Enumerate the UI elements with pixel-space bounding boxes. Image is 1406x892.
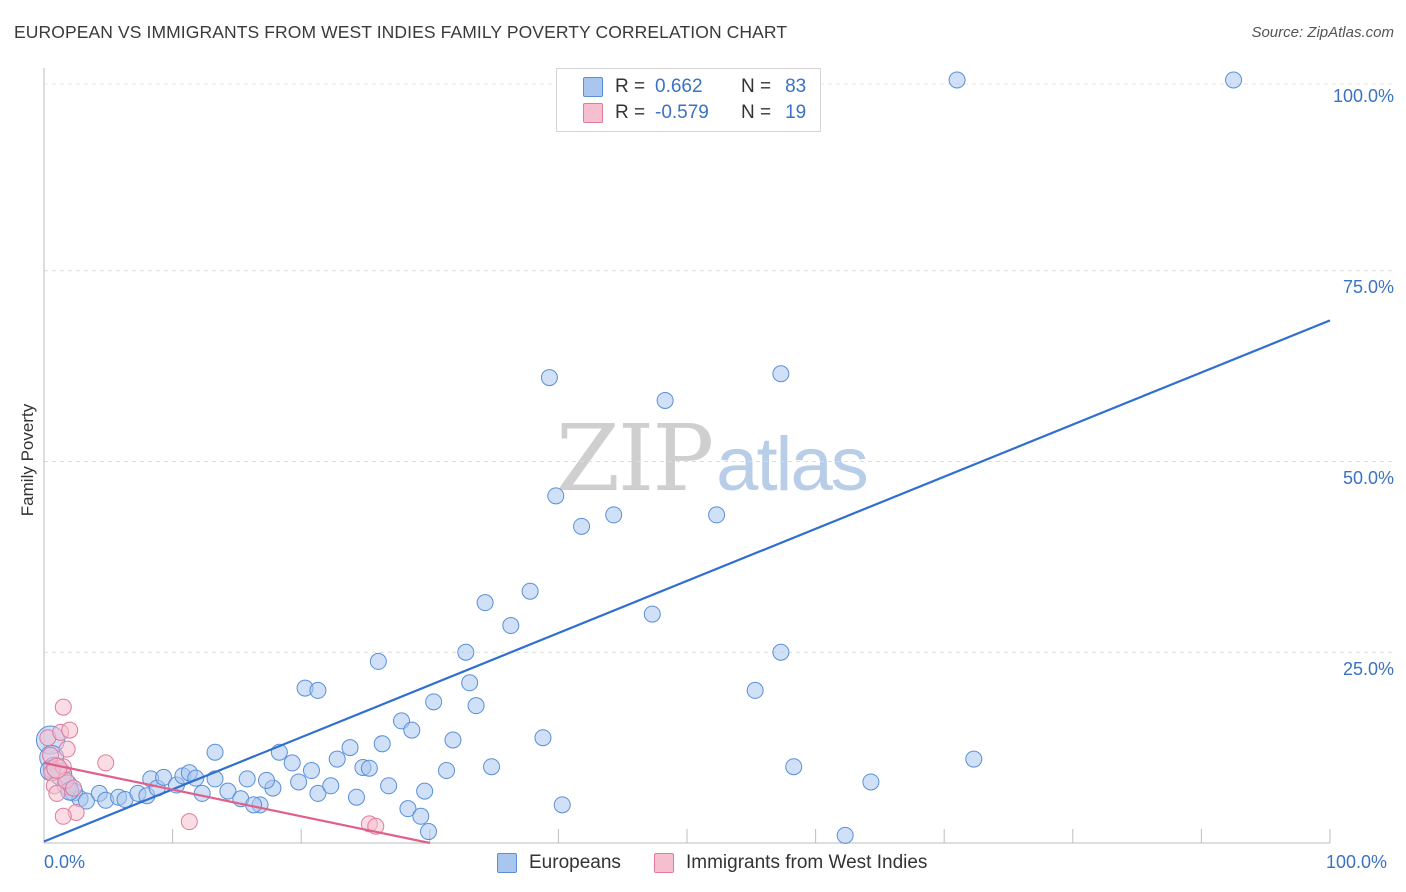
- europeans-point: [347, 788, 365, 806]
- west-indies-point: [97, 754, 115, 772]
- europeans-point: [836, 826, 854, 844]
- europeans-swatch: [583, 77, 603, 97]
- west-indies-trend-line: [43, 761, 431, 845]
- n-value: 83: [785, 76, 807, 97]
- europeans-point: [502, 617, 520, 635]
- europeans-point: [309, 681, 327, 699]
- chart-title: EUROPEAN VS IMMIGRANTS FROM WEST INDIES …: [14, 22, 788, 42]
- legend-item-west-indies[interactable]: Immigrants from West Indies: [654, 852, 927, 874]
- europeans-point: [534, 729, 552, 747]
- watermark: ZIPatlas: [556, 405, 869, 512]
- europeans-point: [540, 369, 558, 387]
- r-label: R =: [615, 102, 646, 123]
- europeans-point: [605, 506, 623, 524]
- europeans-point: [399, 800, 417, 818]
- europeans-point: [238, 770, 256, 788]
- europeans-point: [420, 823, 438, 841]
- west-indies-point: [54, 807, 72, 825]
- west-indies-point: [65, 779, 83, 797]
- europeans-point: [283, 754, 301, 772]
- europeans-point: [965, 750, 983, 768]
- europeans-point: [219, 782, 237, 800]
- europeans-point: [416, 782, 434, 800]
- europeans-point: [772, 365, 790, 383]
- europeans-point: [708, 506, 726, 524]
- europeans-point: [656, 391, 674, 409]
- y-tick-50: 50.0%: [1342, 468, 1394, 488]
- europeans-point: [328, 750, 346, 768]
- europeans-point: [309, 784, 327, 802]
- y-tick-100: 100.0%: [1332, 86, 1394, 106]
- europeans-point: [257, 771, 275, 789]
- europeans-point: [862, 773, 880, 791]
- west-indies-point: [48, 784, 66, 802]
- europeans-point: [403, 721, 421, 739]
- west-indies-point: [58, 740, 76, 758]
- y-tick-75: 75.0%: [1342, 277, 1394, 297]
- europeans-point: [77, 792, 95, 810]
- europeans-point: [467, 697, 485, 715]
- europeans-point: [746, 681, 764, 699]
- x-tick-100: 100.0%: [1326, 852, 1388, 872]
- y-axis-label: Family Poverty: [18, 403, 37, 517]
- r-value: 0.662: [655, 76, 703, 97]
- europeans-point: [206, 743, 224, 761]
- stats-legend: R = 0.662 N = 83 R = -0.579 N = 19: [556, 68, 821, 132]
- europeans-point: [643, 605, 661, 623]
- europeans-point: [193, 784, 211, 802]
- europeans-point: [425, 693, 443, 711]
- europeans-point: [380, 777, 398, 795]
- west-indies-legend-swatch: [654, 853, 674, 873]
- europeans-point: [290, 773, 308, 791]
- west-indies-legend-label: Immigrants from West Indies: [686, 852, 928, 873]
- europeans-point: [573, 517, 591, 535]
- r-label: R =: [615, 76, 646, 97]
- europeans-point: [373, 735, 391, 753]
- europeans-point: [412, 807, 430, 825]
- europeans-point: [476, 594, 494, 612]
- europeans-point: [553, 796, 571, 814]
- europeans-point: [772, 643, 790, 661]
- europeans-point: [483, 758, 501, 776]
- n-value: 19: [785, 102, 807, 123]
- europeans-point: [444, 731, 462, 749]
- europeans-point: [155, 768, 173, 786]
- europeans-point: [360, 759, 378, 777]
- n-label: N =: [741, 102, 772, 123]
- r-value: -0.579: [655, 102, 709, 123]
- legend-row-europeans: R = 0.662 N = 83: [583, 75, 806, 99]
- europeans-point: [521, 582, 539, 600]
- watermark-zip: ZIP: [556, 405, 714, 512]
- europeans-point: [785, 758, 803, 776]
- west-indies-swatch: [583, 103, 603, 123]
- west-indies-point: [61, 721, 79, 739]
- europeans-point: [369, 652, 387, 670]
- x-tick-0: 0.0%: [44, 852, 86, 872]
- europeans-legend-label: Europeans: [529, 852, 621, 873]
- source-credit: Source: ZipAtlas.com: [1251, 24, 1394, 41]
- west-indies-point: [46, 757, 68, 779]
- europeans-point: [547, 487, 565, 505]
- europeans-point: [1225, 71, 1243, 89]
- y-tick-25: 25.0%: [1342, 659, 1394, 679]
- n-label: N =: [741, 76, 772, 97]
- europeans-trend-line: [43, 319, 1331, 843]
- europeans-point: [322, 777, 340, 795]
- europeans-point: [341, 739, 359, 757]
- europeans-legend-swatch: [497, 853, 517, 873]
- europeans-point: [948, 71, 966, 89]
- watermark-atlas: atlas: [716, 422, 869, 507]
- europeans-point: [457, 643, 475, 661]
- europeans-point: [461, 674, 479, 692]
- legend-item-europeans[interactable]: Europeans: [497, 852, 621, 874]
- west-indies-point: [180, 813, 198, 831]
- europeans-point: [438, 762, 456, 780]
- west-indies-point: [54, 698, 72, 716]
- legend-row-west-indies: R = -0.579 N = 19: [583, 101, 806, 125]
- europeans-point: [302, 762, 320, 780]
